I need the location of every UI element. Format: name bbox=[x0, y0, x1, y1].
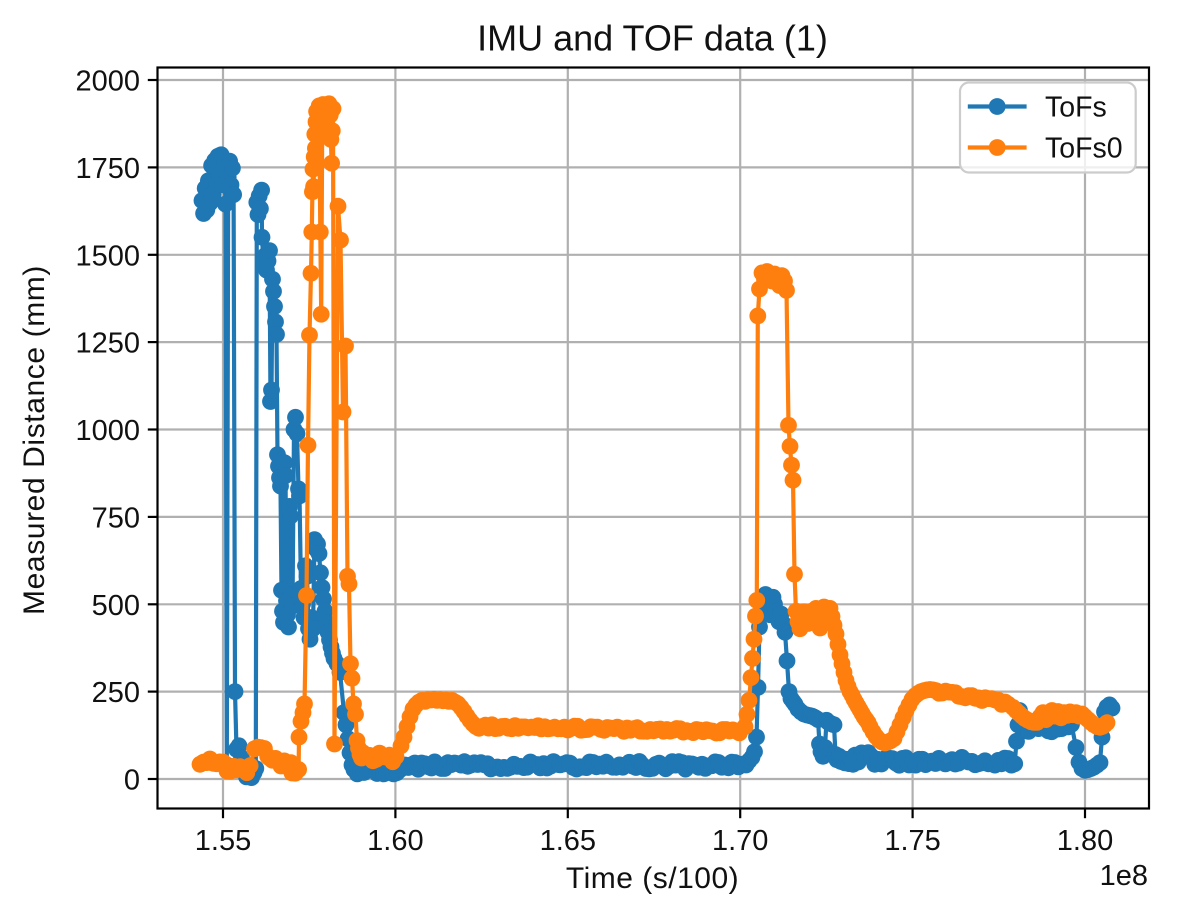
svg-text:1e8: 1e8 bbox=[1100, 860, 1148, 892]
svg-text:0: 0 bbox=[124, 765, 140, 797]
svg-text:ToFs0: ToFs0 bbox=[1045, 133, 1123, 165]
svg-text:1.75: 1.75 bbox=[884, 825, 940, 857]
svg-text:1500: 1500 bbox=[75, 240, 140, 272]
svg-text:1.55: 1.55 bbox=[195, 825, 251, 857]
svg-text:IMU and TOF data (1): IMU and TOF data (1) bbox=[477, 18, 828, 59]
svg-text:1750: 1750 bbox=[75, 153, 140, 185]
svg-text:1250: 1250 bbox=[75, 328, 140, 360]
svg-text:750: 750 bbox=[92, 502, 140, 534]
svg-text:1.70: 1.70 bbox=[712, 825, 768, 857]
svg-text:2000: 2000 bbox=[75, 66, 140, 98]
svg-text:250: 250 bbox=[92, 677, 140, 709]
svg-text:1000: 1000 bbox=[75, 415, 140, 447]
svg-text:1.80: 1.80 bbox=[1057, 825, 1113, 857]
svg-text:500: 500 bbox=[92, 590, 140, 622]
svg-text:Measured Distance (mm): Measured Distance (mm) bbox=[18, 265, 51, 615]
svg-text:ToFs: ToFs bbox=[1045, 92, 1107, 124]
svg-text:1.65: 1.65 bbox=[540, 825, 596, 857]
svg-text:Time (s/100): Time (s/100) bbox=[566, 862, 739, 895]
svg-text:1.60: 1.60 bbox=[367, 825, 423, 857]
